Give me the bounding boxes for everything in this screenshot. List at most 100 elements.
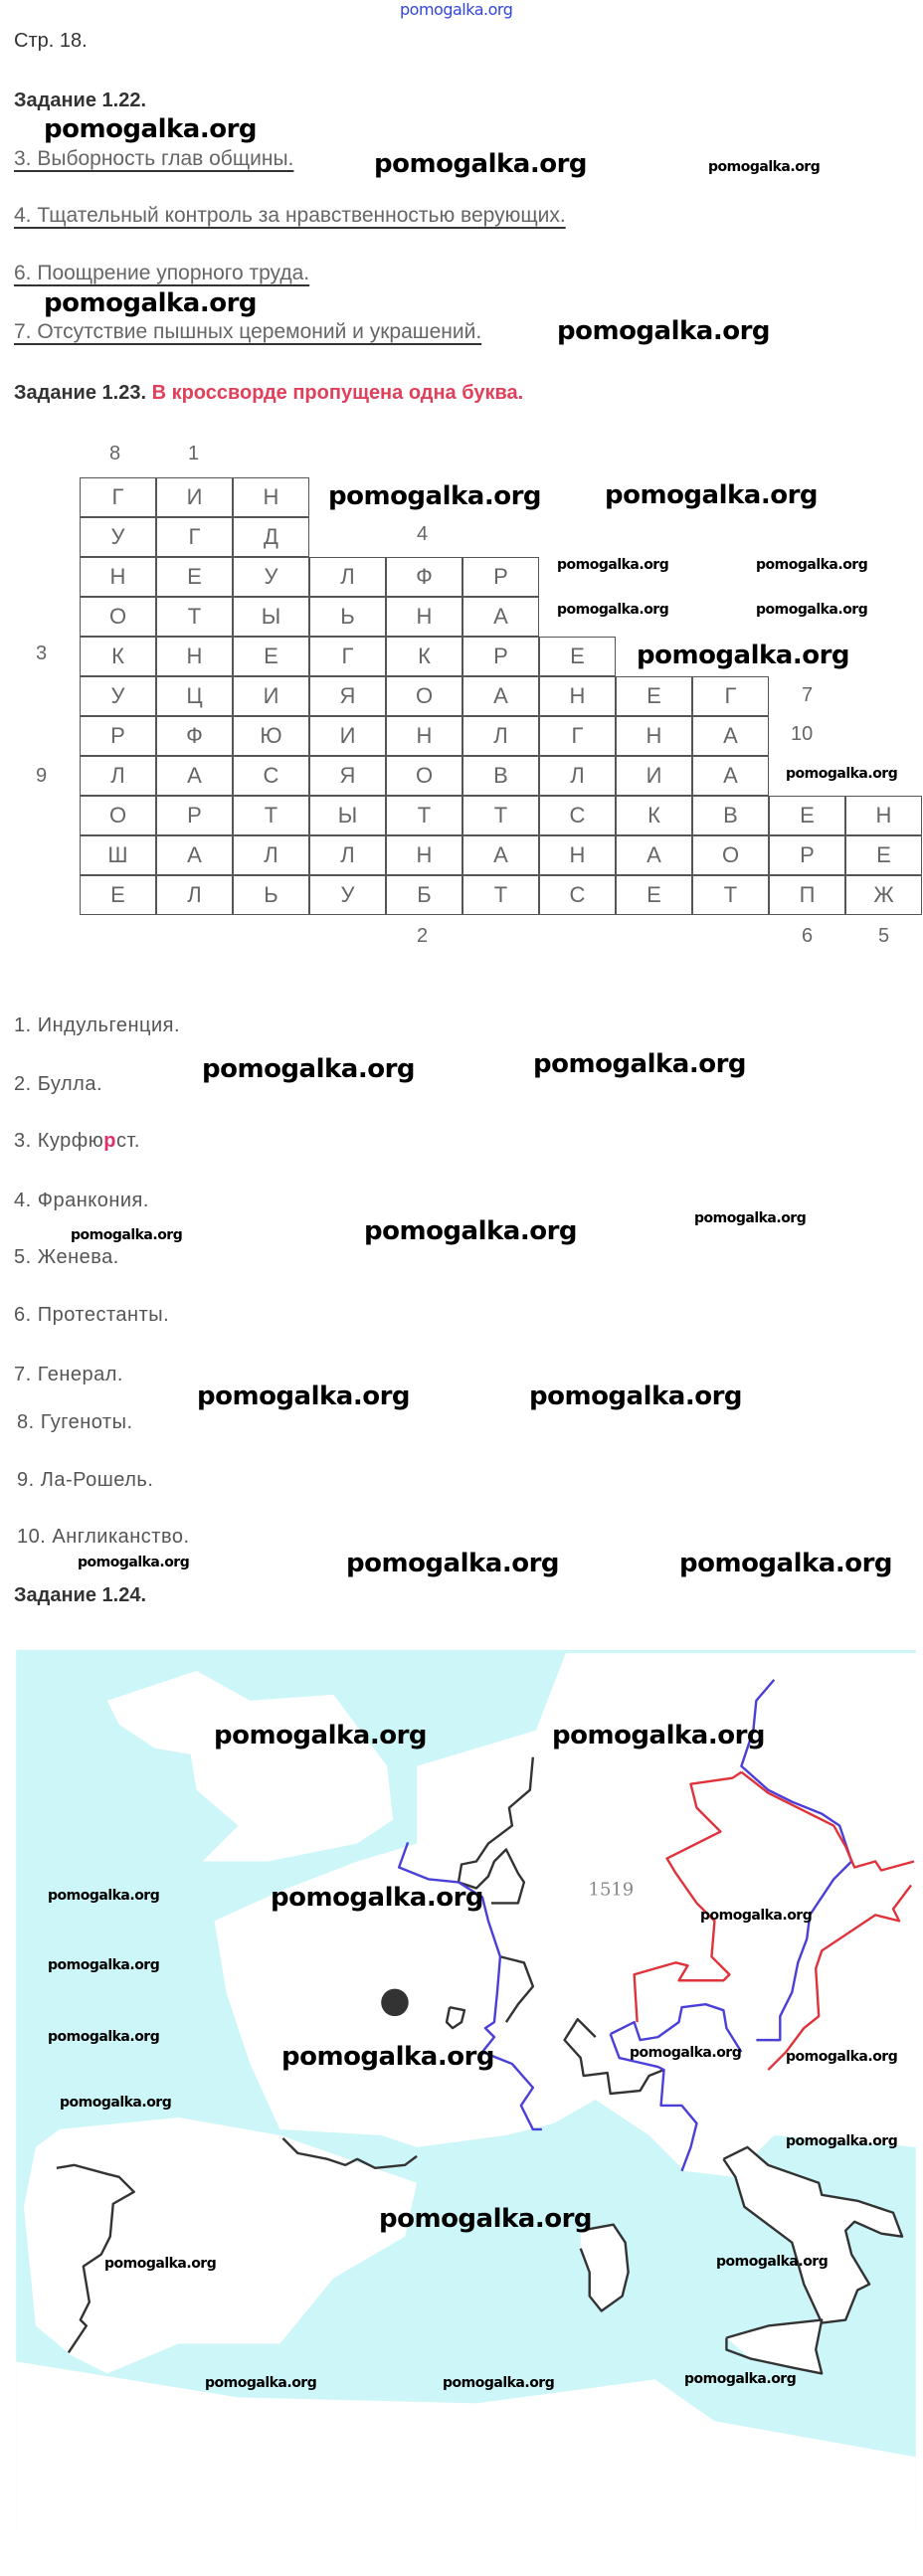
crossword-cell: К xyxy=(616,796,692,835)
missing-letter: р xyxy=(103,1130,116,1152)
answer-item: 6. Протестанты. xyxy=(14,1304,169,1327)
clue-number: 6 xyxy=(802,925,814,947)
crossword-cell: У xyxy=(80,676,156,716)
border-black xyxy=(722,2145,904,2324)
watermark: pomogalka.org xyxy=(328,481,542,511)
watermark: pomogalka.org xyxy=(379,2204,593,2234)
crossword-cell: Г xyxy=(80,477,156,517)
crossword-cell: Е xyxy=(539,637,616,676)
watermark: pomogalka.org xyxy=(44,288,258,318)
clue-number: 9 xyxy=(36,765,48,787)
border-black xyxy=(457,1756,535,1905)
crossword-cell: Б xyxy=(386,875,462,915)
crossword-cell: Ж xyxy=(845,875,922,915)
clue-number: 8 xyxy=(109,443,121,464)
crossword-cell: Р xyxy=(156,796,233,835)
clue-number: 4 xyxy=(417,523,429,545)
watermark: pomogalka.org xyxy=(716,2254,829,2270)
crossword-cell: Н xyxy=(80,557,156,597)
crossword-cell: П xyxy=(769,875,845,915)
crossword-cell: О xyxy=(386,756,462,796)
clue-number: 2 xyxy=(417,925,429,947)
crossword-cell: Н xyxy=(386,835,462,875)
answer-text: 7. Генерал. xyxy=(14,1364,123,1385)
crossword-cell: Е xyxy=(616,875,692,915)
answer-text: 3. Курфю xyxy=(14,1130,104,1152)
crossword-cell: В xyxy=(462,756,539,796)
crossword-cell: О xyxy=(692,835,769,875)
crossword-cell: Т xyxy=(156,597,233,637)
watermark: pomogalka.org xyxy=(205,2375,317,2391)
answer-item: 2. Булла. xyxy=(14,1073,102,1096)
answer-text: 6. Протестанты. xyxy=(14,1304,170,1326)
crossword-cell: Н xyxy=(386,716,462,756)
answer-item: 3. Выборность глав общины. xyxy=(14,147,294,170)
answer-item: 10. Англиканство. xyxy=(17,1526,190,1549)
crossword-cell: А xyxy=(692,716,769,756)
watermark: pomogalka.org xyxy=(637,641,850,670)
crossword-cell: А xyxy=(462,597,539,637)
crossword-cell: Е xyxy=(156,557,233,597)
task-1-24-title: Задание 1.24. xyxy=(14,1584,147,1606)
watermark: pomogalka.org xyxy=(78,1555,190,1570)
crossword-cell: Н xyxy=(386,597,462,637)
crossword-cell: Ф xyxy=(386,557,462,597)
crossword-cell: Р xyxy=(769,835,845,875)
answer-text: 8. Гугеноты. xyxy=(17,1411,133,1433)
crossword-cell: Т xyxy=(462,875,539,915)
crossword-cell: Т xyxy=(233,796,309,835)
watermark: pomogalka.org xyxy=(557,557,669,573)
crossword-cell: А xyxy=(616,835,692,875)
watermark: pomogalka.org xyxy=(443,2375,555,2391)
crossword-cell: Н xyxy=(539,676,616,716)
crossword-cell: Я xyxy=(309,676,386,716)
watermark: pomogalka.org xyxy=(364,1216,578,1246)
watermark: pomogalka.org xyxy=(44,114,258,144)
answer-text: 4. Франкония. xyxy=(14,1190,149,1211)
crossword-cell: К xyxy=(386,637,462,676)
crossword-cell: Н xyxy=(539,835,616,875)
crossword-cell: О xyxy=(80,597,156,637)
watermark: pomogalka.org xyxy=(271,1883,484,1913)
answer-item: 3. Курфюрст. xyxy=(14,1130,140,1153)
crossword-cell: Р xyxy=(462,557,539,597)
answer-item: 7. Генерал. xyxy=(14,1364,123,1386)
answer-text: 1. Индульгенция. xyxy=(14,1014,181,1036)
watermark: pomogalka.org xyxy=(202,1054,416,1084)
answer-item: 9. Ла-Рошель. xyxy=(17,1469,153,1492)
crossword-cell: Т xyxy=(462,796,539,835)
crossword-cell: Е xyxy=(845,835,922,875)
answer-text: 2. Булла. xyxy=(14,1073,103,1095)
clue-number: 7 xyxy=(802,684,814,706)
crossword-cell: Е xyxy=(233,637,309,676)
watermark: pomogalka.org xyxy=(684,2371,797,2387)
europe-map: 1519 xyxy=(16,1649,918,2532)
crossword-cell: Д xyxy=(233,517,309,557)
crossword-cell: С xyxy=(233,756,309,796)
border-red xyxy=(633,1770,743,2023)
crossword-cell: В xyxy=(692,796,769,835)
crossword-cell: У xyxy=(309,875,386,915)
crossword-cell: О xyxy=(386,676,462,716)
crossword-cell: И xyxy=(156,477,233,517)
answer-item: 8. Гугеноты. xyxy=(17,1411,133,1434)
watermark: pomogalka.org xyxy=(557,602,669,618)
answer-text: 5. Женева. xyxy=(14,1246,119,1268)
crossword-cell: Л xyxy=(309,557,386,597)
map-year-label: 1519 xyxy=(589,1880,635,1901)
crossword-cell: Г xyxy=(539,716,616,756)
task-1-23-title: Задание 1.23. В кроссворде пропущена одн… xyxy=(14,382,523,405)
border-blue xyxy=(609,2033,698,2172)
crossword-cell: С xyxy=(539,796,616,835)
watermark: pomogalka.org xyxy=(529,1381,743,1411)
crossword-cell: Е xyxy=(616,676,692,716)
border-blue xyxy=(397,1841,542,2131)
crossword-cell: Н xyxy=(156,637,233,676)
border-black xyxy=(725,2318,824,2375)
answer-text: ст. xyxy=(115,1130,140,1152)
watermark: pomogalka.org xyxy=(700,1908,813,1924)
crossword-cell: Ы xyxy=(233,597,309,637)
watermark: pomogalka.org xyxy=(786,766,898,782)
watermark: pomogalka.org xyxy=(104,2256,217,2272)
clue-number: 3 xyxy=(36,643,48,664)
